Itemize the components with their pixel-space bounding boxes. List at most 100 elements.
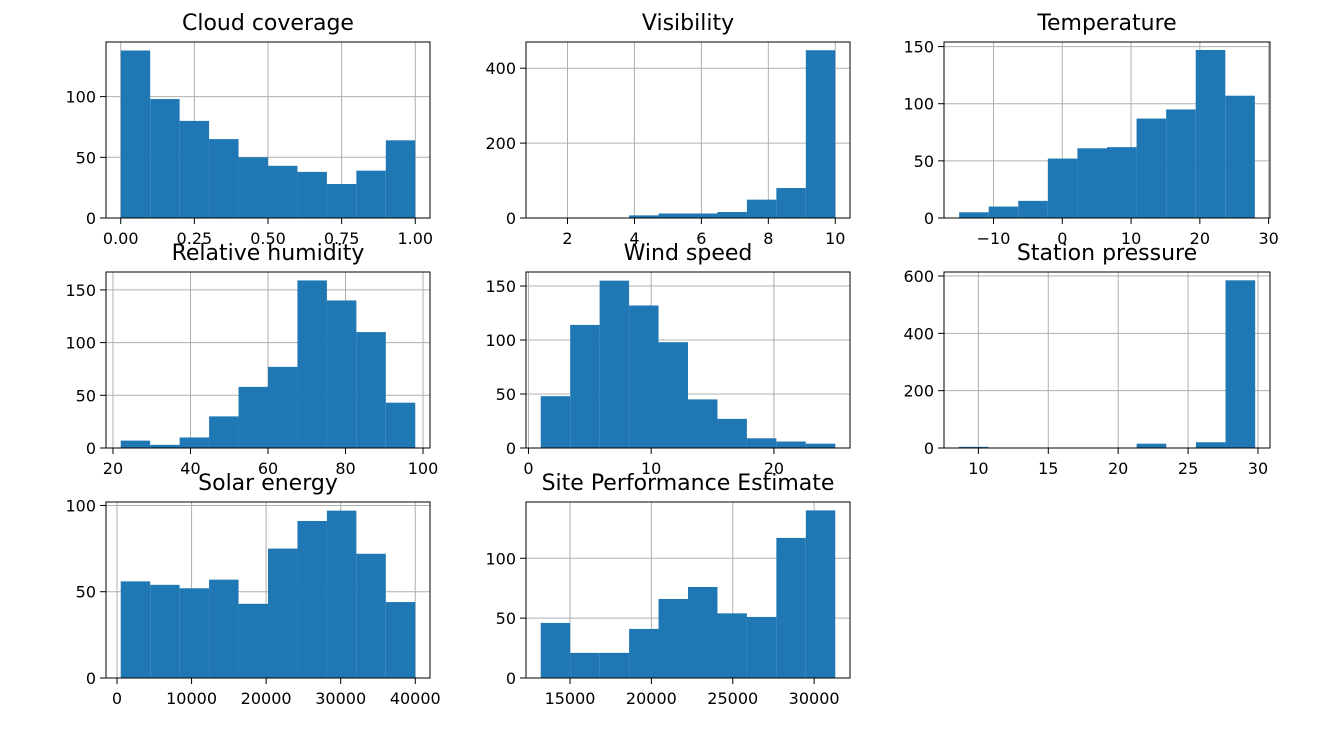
chart-title: Station pressure (1017, 241, 1197, 266)
histogram-bar (1166, 109, 1196, 218)
histogram-bar (385, 602, 416, 678)
x-tick-label: 15 (1038, 459, 1058, 478)
histogram-bar (297, 280, 327, 448)
chart-title: Site Performance Estimate (542, 471, 835, 496)
histogram-bar (717, 212, 747, 218)
x-tick-label: 0.50 (250, 229, 286, 248)
y-tick-label: 50 (76, 386, 96, 405)
x-tick-label: 0.00 (103, 229, 139, 248)
x-tick-label: −10 (977, 229, 1011, 248)
chart-title: Solar energy (198, 471, 338, 496)
chart-title: Wind speed (624, 241, 753, 266)
y-tick-label: 0 (86, 669, 96, 688)
histogram-bar (150, 584, 180, 678)
x-tick-label: 10000 (166, 689, 217, 708)
histogram-bar (326, 510, 357, 678)
histogram-bar (209, 416, 239, 448)
histogram-bar (120, 440, 151, 448)
histogram-bar (150, 444, 180, 448)
histogram-bar (776, 537, 806, 678)
y-tick-label: 50 (496, 609, 516, 628)
histogram-bar (385, 402, 416, 448)
y-tick-label: 0 (506, 669, 516, 688)
y-tick-label: 400 (903, 324, 934, 343)
histogram-bar (658, 342, 688, 448)
axes-frame (525, 271, 851, 449)
histogram-bar (238, 386, 268, 448)
x-tick-label: 100 (408, 459, 439, 478)
y-tick-label: 100 (903, 95, 934, 114)
y-tick-label: 100 (485, 549, 516, 568)
chart-title: Relative humidity (172, 241, 365, 266)
histogram-bar (570, 652, 600, 678)
x-tick-label: 0.25 (177, 229, 213, 248)
axes-frame (105, 501, 431, 679)
x-tick-label: 0 (112, 689, 122, 708)
histogram-bar (1136, 118, 1167, 218)
histogram-bar (776, 441, 806, 448)
x-tick-label: 20000 (626, 689, 677, 708)
histogram-bar (599, 652, 630, 678)
y-tick-label: 50 (76, 583, 96, 602)
y-tick-label: 100 (65, 496, 96, 515)
x-tick-label: 25 (1178, 459, 1198, 478)
histogram-bar (1077, 148, 1107, 218)
y-tick-label: 400 (485, 59, 516, 78)
histogram-panel: 15000 20000 25000 30000 0 50 100 Site Performan… (485, 471, 851, 708)
histogram-panel: 10 15 20 25 30 0 200 400 600 Station pressure (903, 241, 1271, 478)
axes-frame (525, 501, 851, 679)
histogram-bar (179, 588, 210, 678)
histogram-bar (1225, 95, 1255, 218)
histogram-bar (120, 50, 151, 218)
histogram-panel: 0 10000 20000 30000 40000 0 50 100 Solar energy (65, 471, 440, 708)
histogram-bar (238, 157, 268, 218)
chart-title: Temperature (1036, 11, 1176, 36)
x-tick-label: 10 (825, 229, 845, 248)
histogram-panel: −10 0 10 20 30 0 50 100 150 Temperature (903, 11, 1278, 248)
histogram-bar (356, 332, 386, 448)
y-tick-label: 0 (924, 439, 934, 458)
histogram-panel: 20 40 60 80 100 0 50 100 150 Relative humidity (65, 241, 438, 478)
x-tick-label: 20 (1190, 229, 1210, 248)
y-tick-label: 0 (506, 439, 516, 458)
histogram-panel: 0.00 0.25 0.50 0.75 1.00 0 50 100 Cloud coverage (65, 11, 433, 248)
x-tick-label: 40000 (390, 689, 441, 708)
y-tick-label: 100 (65, 334, 96, 353)
histogram-bar (717, 613, 747, 678)
histogram-bar (658, 598, 688, 678)
x-tick-label: 20 (1108, 459, 1128, 478)
axes-frame (525, 41, 851, 219)
histogram-bar (958, 446, 989, 448)
x-tick-label: 0.75 (324, 229, 360, 248)
x-tick-label: 20 (103, 459, 123, 478)
y-tick-label: 150 (485, 277, 516, 296)
histogram-bar (1018, 200, 1048, 218)
y-tick-label: 50 (914, 152, 934, 171)
histogram-bar (629, 215, 659, 218)
histogram-bar (658, 213, 688, 218)
histogram-bar (688, 213, 718, 218)
y-tick-label: 150 (903, 38, 934, 57)
histogram-bar (805, 510, 836, 678)
histogram-bar (688, 587, 718, 678)
y-tick-label: 100 (485, 331, 516, 350)
x-tick-label: 10 (1121, 229, 1141, 248)
histogram-bar (326, 184, 357, 218)
chart-title: Visibility (642, 11, 734, 36)
histogram-bar (599, 280, 630, 448)
x-tick-label: 1.00 (397, 229, 433, 248)
histogram-bar (209, 139, 239, 218)
histogram-bar (120, 581, 151, 678)
y-tick-label: 0 (86, 209, 96, 228)
x-tick-label: 80 (335, 459, 355, 478)
histogram-bar (570, 324, 600, 448)
x-tick-label: 30 (1248, 459, 1268, 478)
histogram-bar (297, 520, 327, 678)
chart-title: Cloud coverage (182, 11, 354, 36)
histogram-bar (959, 212, 989, 218)
histogram-bar (238, 603, 268, 678)
y-tick-label: 600 (903, 267, 934, 286)
axes-frame (943, 41, 1271, 219)
x-tick-label: 60 (258, 459, 278, 478)
histogram-bar (805, 50, 836, 218)
